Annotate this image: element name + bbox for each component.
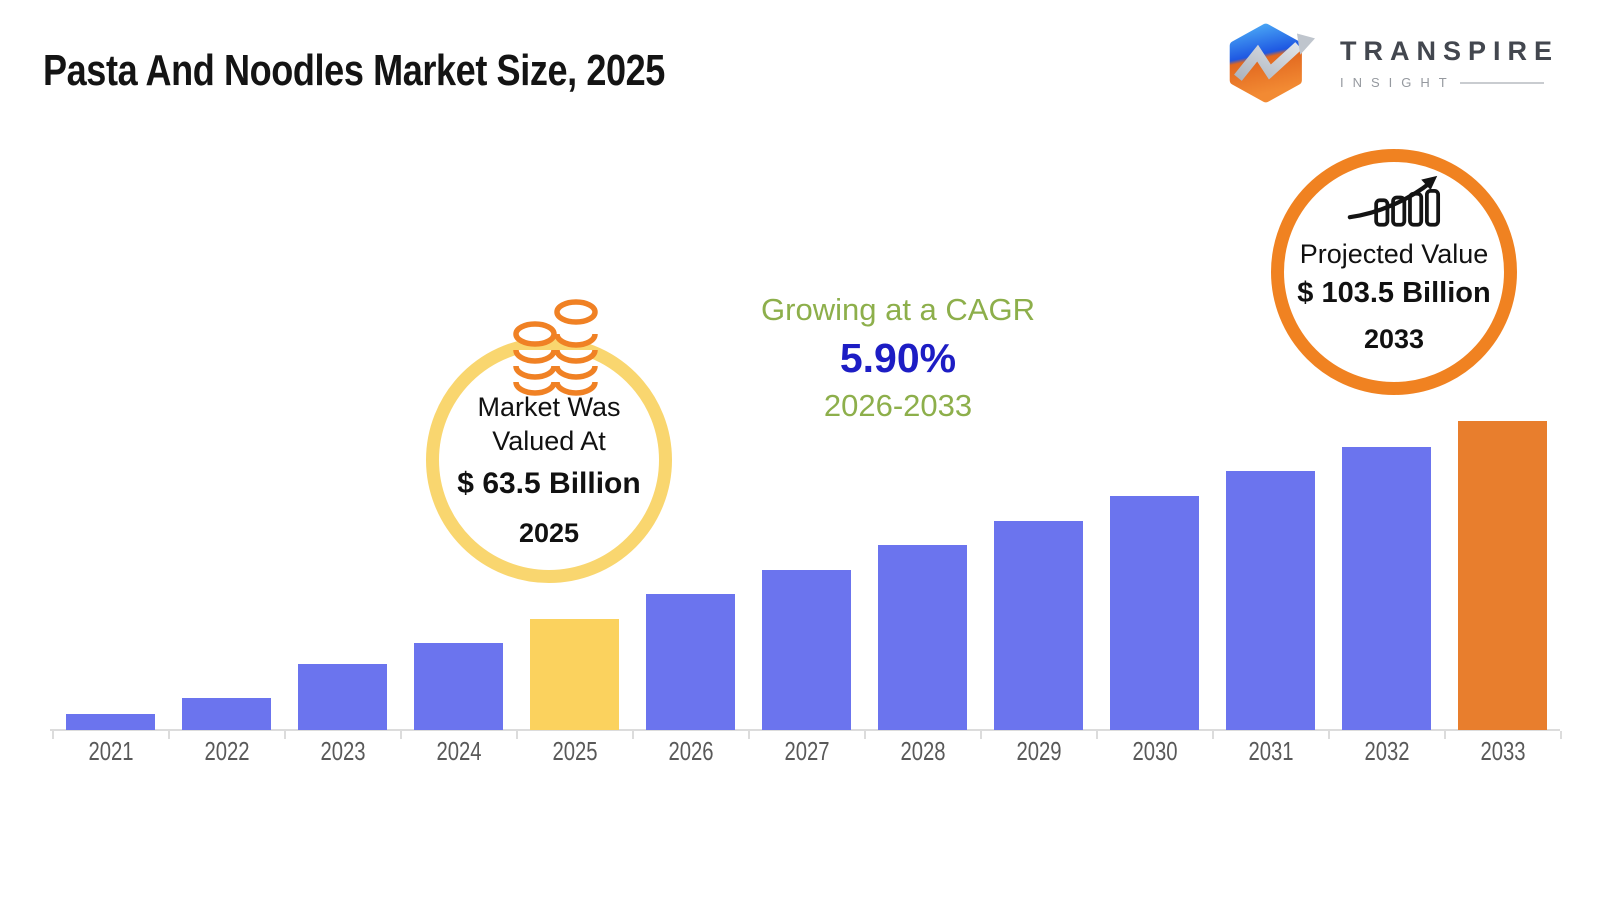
x-axis-tick bbox=[284, 731, 286, 739]
x-axis-label-2025: 2025 bbox=[551, 736, 598, 766]
x-axis-label-2026: 2026 bbox=[667, 736, 714, 766]
bar-2028 bbox=[878, 545, 967, 730]
cagr-caption: Growing at a CAGR bbox=[761, 292, 1035, 327]
x-axis-tick bbox=[400, 731, 402, 739]
x-axis-tick bbox=[1212, 731, 1214, 739]
x-axis-tick bbox=[748, 731, 750, 739]
logo: TRANSPIRE INSIGHT bbox=[1224, 22, 1559, 104]
callout-2025-line2: Valued At bbox=[492, 426, 606, 456]
x-axis-tick bbox=[1560, 731, 1562, 739]
page-title: Pasta And Noodles Market Size, 2025 bbox=[43, 46, 665, 95]
callout-2033-label: Projected Value bbox=[1299, 239, 1489, 269]
bar-2031 bbox=[1226, 471, 1315, 730]
callout-2025-line1: Market Was bbox=[477, 392, 621, 422]
bar-2033 bbox=[1458, 421, 1547, 730]
x-axis-label-2029: 2029 bbox=[1015, 736, 1062, 766]
x-axis-label-2033: 2033 bbox=[1479, 736, 1526, 766]
x-axis-label-2024: 2024 bbox=[435, 736, 482, 766]
x-axis-tick bbox=[1328, 731, 1330, 739]
logo-tagline: INSIGHT bbox=[1340, 75, 1456, 90]
x-axis-tick bbox=[632, 731, 634, 739]
x-axis-label-2023: 2023 bbox=[319, 736, 366, 766]
logo-mark-icon bbox=[1229, 23, 1315, 103]
growth-icon bbox=[1347, 175, 1441, 227]
bar-2029 bbox=[994, 521, 1083, 730]
bar-2027 bbox=[762, 570, 851, 730]
bar-2024 bbox=[414, 643, 503, 730]
x-axis-tick bbox=[980, 731, 982, 739]
bar-2023 bbox=[298, 664, 387, 730]
callout-2025-year: 2025 bbox=[518, 518, 580, 548]
x-axis-label-2021: 2021 bbox=[87, 736, 134, 766]
bar-2022 bbox=[182, 698, 271, 730]
x-axis-line bbox=[50, 729, 1560, 731]
x-axis-tick bbox=[52, 731, 54, 739]
x-axis-tick bbox=[864, 731, 866, 739]
x-axis-label-2032: 2032 bbox=[1363, 736, 1410, 766]
bar-2030 bbox=[1110, 496, 1199, 730]
x-axis-label-2022: 2022 bbox=[203, 736, 250, 766]
callout-2033-value: $ 103.5 Billion bbox=[1297, 277, 1491, 309]
bar-2025 bbox=[530, 619, 619, 730]
cagr-value: 5.90% bbox=[839, 335, 957, 381]
x-axis-tick bbox=[1444, 731, 1446, 739]
callout-2033-year: 2033 bbox=[1363, 324, 1425, 354]
x-axis-label-2031: 2031 bbox=[1247, 736, 1294, 766]
x-axis-label-2030: 2030 bbox=[1131, 736, 1178, 766]
cagr-range: 2026-2033 bbox=[823, 388, 973, 423]
bar-2032 bbox=[1342, 447, 1431, 730]
x-axis-tick bbox=[168, 731, 170, 739]
x-axis-label-2027: 2027 bbox=[783, 736, 830, 766]
logo-rule bbox=[1459, 81, 1544, 84]
logo-text: TRANSPIRE INSIGHT bbox=[1340, 36, 1559, 90]
x-axis-tick bbox=[1096, 731, 1098, 739]
bar-2021 bbox=[66, 714, 155, 730]
callout-2025-value: $ 63.5 Billion bbox=[457, 467, 641, 500]
coins-icon bbox=[513, 299, 598, 396]
x-axis-label-2028: 2028 bbox=[899, 736, 946, 766]
bar-2026 bbox=[646, 594, 735, 730]
cagr-block: Growing at a CAGR 5.90% 2026-2033 bbox=[698, 290, 1098, 426]
logo-name: TRANSPIRE bbox=[1340, 36, 1560, 66]
x-axis-tick bbox=[516, 731, 518, 739]
